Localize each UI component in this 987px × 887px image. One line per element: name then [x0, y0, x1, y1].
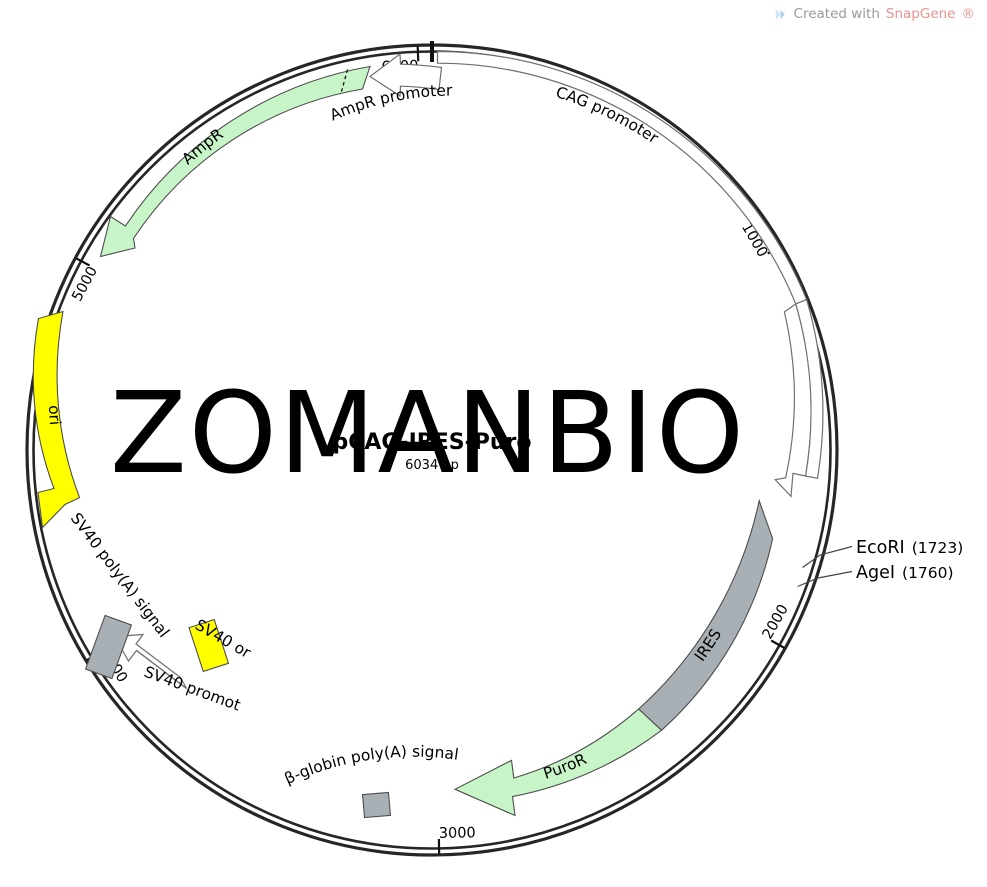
puror-arrow [453, 708, 663, 817]
agei-leader-line [797, 570, 853, 588]
enzyme-site-ecori[interactable]: EcoRI (1723) [802, 538, 964, 568]
snapgene-credit: Created with SnapGene ® [773, 6, 975, 22]
ecori-leader-line [802, 545, 853, 568]
feature-puror[interactable]: PuroR [453, 708, 663, 817]
beta-globin-polya-box [361, 791, 392, 819]
sv40-promoter-arrow [113, 633, 188, 689]
ori-arrow [32, 310, 81, 529]
cag-promoter-body-upper [436, 50, 808, 305]
snapgene-logo-icon [775, 8, 785, 20]
ampr-promoter-arrow [368, 52, 443, 98]
ruler-tick-label: 2000 [760, 602, 792, 642]
snapgene-credit-prefix: Created with [793, 6, 880, 22]
snapgene-brand: SnapGene [885, 6, 956, 22]
snapgene-registered-mark: ® [961, 6, 976, 22]
ruler-tick-label: 3000 [439, 825, 476, 842]
watermark-zomanbio: ZOMANBIO [110, 369, 746, 499]
ruler-tick [416, 46, 420, 62]
feature-ori[interactable]: ori [32, 310, 81, 529]
cag-promoter-body-outer [795, 298, 824, 480]
agei-label: AgeI (1760) [856, 563, 954, 583]
ruler-tick [770, 639, 785, 649]
plasmid-name: pCAG-IRES-Puro [333, 430, 532, 455]
ruler-tick [75, 257, 91, 267]
ruler-tick-label: 5000 [69, 264, 101, 304]
sv40-polya-box [84, 614, 133, 680]
plasmid-size: 6034 bp [405, 458, 459, 473]
beta-globin-polya-label: β-globin poly(A) signal [282, 743, 460, 788]
sv40-promoter-edge [136, 650, 187, 689]
ampr-arrow [99, 65, 371, 258]
ori-label: ori [45, 405, 64, 426]
enzyme-site-agei[interactable]: AgeI (1760) [797, 563, 954, 588]
feature-beta-globin-polya[interactable]: β-globin poly(A) signal [282, 743, 470, 819]
sv40-ori-box [188, 618, 230, 673]
ecori-label: EcoRI (1723) [856, 538, 963, 558]
